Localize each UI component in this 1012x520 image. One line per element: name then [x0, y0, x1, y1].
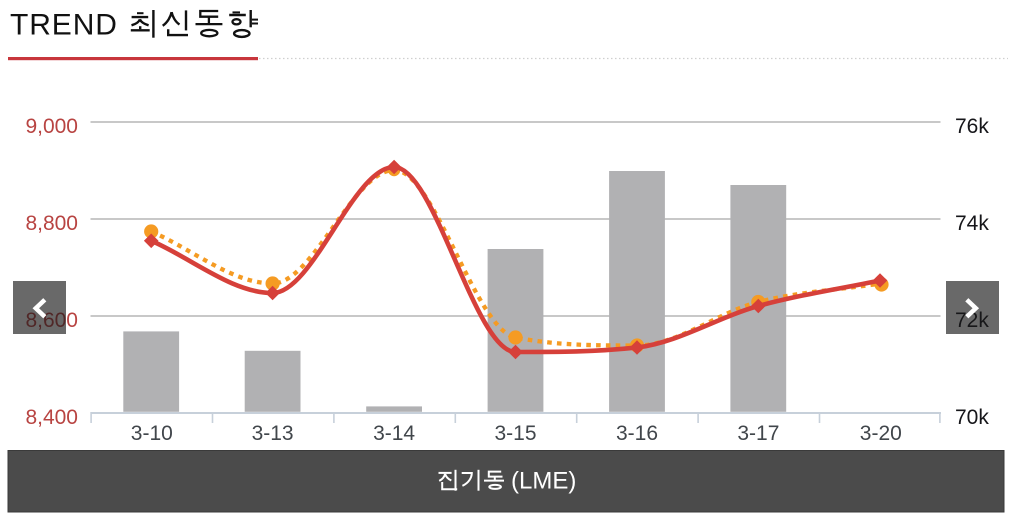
svg-text:3-16: 3-16	[616, 422, 658, 445]
svg-text:9,000: 9,000	[25, 115, 78, 138]
svg-text:3-14: 3-14	[373, 422, 415, 445]
svg-text:3-20: 3-20	[860, 422, 902, 445]
svg-text:76k: 76k	[955, 115, 989, 138]
svg-text:3-10: 3-10	[131, 422, 173, 445]
svg-text:8,400: 8,400	[25, 406, 78, 429]
svg-text:3-15: 3-15	[494, 422, 536, 445]
svg-text:TREND: TREND	[10, 9, 118, 42]
svg-text:3-13: 3-13	[252, 422, 294, 445]
svg-text:8,800: 8,800	[25, 212, 78, 235]
svg-text:3-17: 3-17	[737, 422, 779, 445]
svg-text:74k: 74k	[955, 212, 989, 235]
svg-text:(LME): (LME)	[511, 468, 576, 495]
svg-text:70k: 70k	[955, 406, 989, 429]
